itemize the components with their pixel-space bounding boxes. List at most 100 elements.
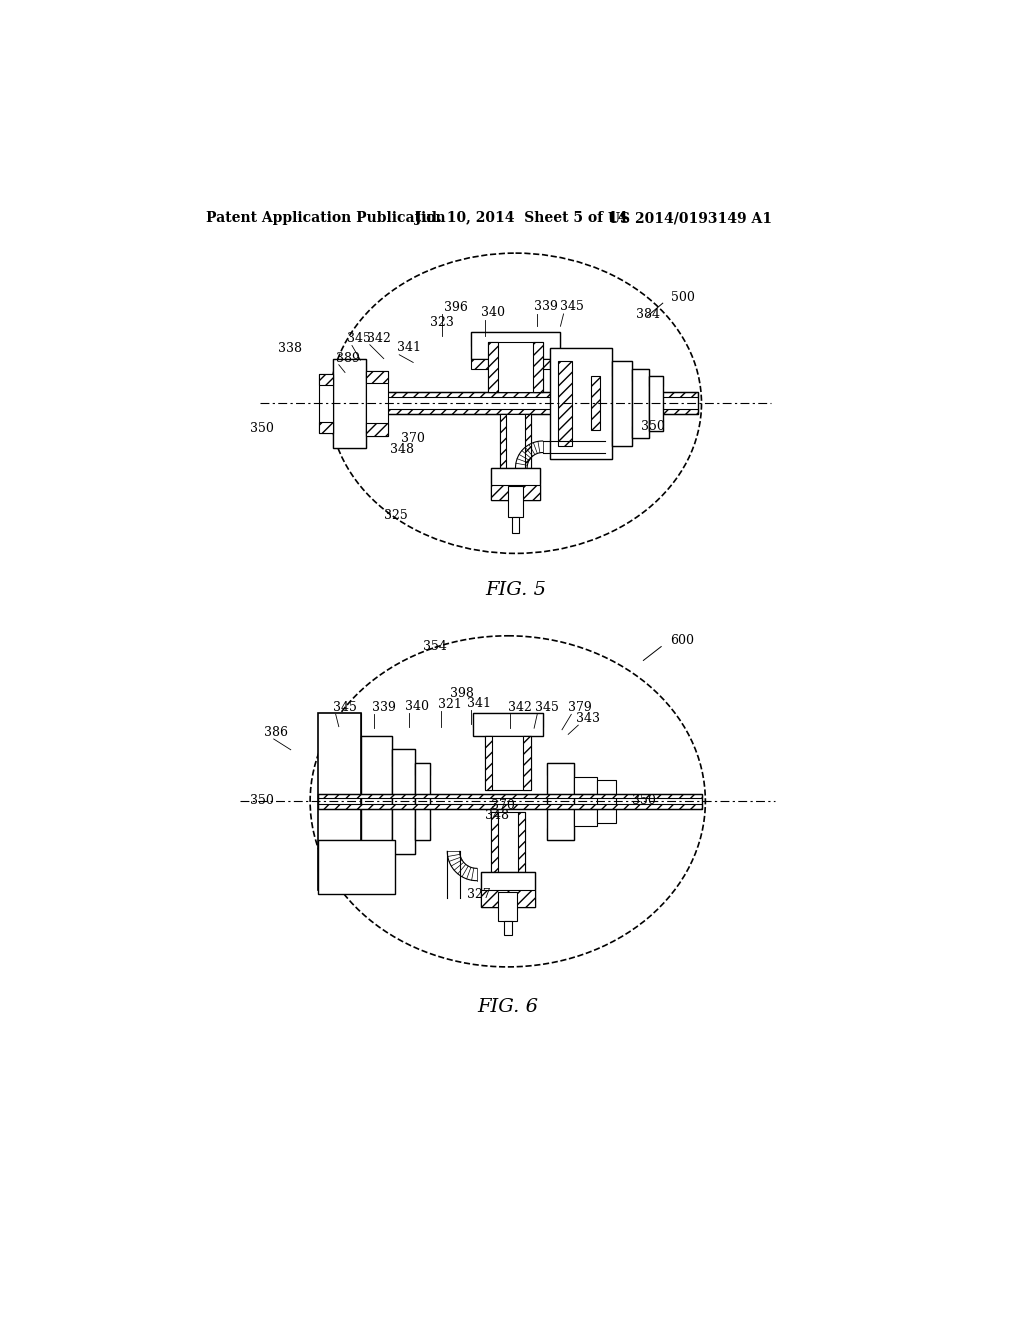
Bar xyxy=(480,873,535,890)
Text: 350: 350 xyxy=(632,793,655,807)
Bar xyxy=(317,840,360,871)
Bar xyxy=(334,392,697,414)
Text: 370: 370 xyxy=(400,432,425,445)
Bar xyxy=(317,855,360,890)
Bar xyxy=(317,804,701,809)
Bar xyxy=(360,737,391,867)
Text: 350: 350 xyxy=(251,793,274,807)
Bar xyxy=(632,368,649,438)
Text: 341: 341 xyxy=(397,341,421,354)
Text: 600: 600 xyxy=(671,634,694,647)
Text: 325: 325 xyxy=(384,508,408,521)
Text: 339: 339 xyxy=(372,701,396,714)
Bar xyxy=(334,359,366,447)
Bar xyxy=(360,737,391,759)
Bar xyxy=(612,360,632,446)
Ellipse shape xyxy=(310,636,706,966)
Bar xyxy=(471,333,560,359)
Text: 343: 343 xyxy=(575,711,600,725)
Text: 379: 379 xyxy=(568,701,592,714)
Bar xyxy=(317,713,360,747)
Bar xyxy=(547,763,573,775)
Bar xyxy=(391,748,415,766)
Bar xyxy=(550,348,612,459)
Bar xyxy=(573,776,597,793)
Text: 341: 341 xyxy=(467,697,492,710)
Bar xyxy=(612,360,632,376)
Bar xyxy=(391,837,415,854)
Text: Patent Application Publication: Patent Application Publication xyxy=(206,211,445,226)
Text: 321: 321 xyxy=(438,698,462,711)
Bar xyxy=(366,424,388,436)
Bar xyxy=(473,713,543,726)
Bar xyxy=(317,713,360,890)
Bar xyxy=(366,371,388,383)
Bar xyxy=(490,812,498,873)
Text: 339: 339 xyxy=(535,300,558,313)
Text: 345: 345 xyxy=(535,701,559,714)
Bar xyxy=(334,392,697,397)
Text: 345: 345 xyxy=(560,300,585,313)
Text: 323: 323 xyxy=(430,317,454,329)
Bar xyxy=(524,414,531,469)
Bar xyxy=(484,737,493,789)
Text: 354: 354 xyxy=(423,640,446,652)
Bar xyxy=(334,359,366,376)
Text: FIG. 6: FIG. 6 xyxy=(477,998,539,1016)
Bar xyxy=(500,414,506,469)
Bar xyxy=(632,425,649,438)
Bar xyxy=(471,333,560,346)
Bar xyxy=(317,840,395,894)
Bar xyxy=(490,484,541,500)
Bar xyxy=(523,737,531,789)
Bar xyxy=(488,342,498,392)
Bar xyxy=(484,737,531,789)
Bar xyxy=(490,812,524,873)
Text: Jul. 10, 2014  Sheet 5 of 14: Jul. 10, 2014 Sheet 5 of 14 xyxy=(415,211,628,226)
Bar xyxy=(334,430,366,447)
Bar xyxy=(415,763,430,840)
Bar xyxy=(512,517,519,532)
Bar xyxy=(547,763,573,840)
Bar xyxy=(480,890,535,907)
Text: 345: 345 xyxy=(346,331,371,345)
Text: 338: 338 xyxy=(279,342,302,355)
Text: 345: 345 xyxy=(334,701,357,714)
Bar xyxy=(319,374,334,433)
Bar xyxy=(499,892,517,921)
Bar xyxy=(490,469,541,483)
Text: 396: 396 xyxy=(444,301,468,314)
Text: 500: 500 xyxy=(671,290,694,304)
Text: 340: 340 xyxy=(481,306,506,319)
Text: 342: 342 xyxy=(508,701,531,714)
Bar xyxy=(547,828,573,840)
Bar xyxy=(391,748,415,854)
Bar xyxy=(597,780,616,822)
Text: 386: 386 xyxy=(263,726,288,739)
Bar xyxy=(558,360,572,446)
Text: US 2014/0193149 A1: US 2014/0193149 A1 xyxy=(608,211,772,226)
Bar xyxy=(415,828,430,840)
Bar xyxy=(632,368,649,381)
Text: 342: 342 xyxy=(367,331,390,345)
Bar xyxy=(480,873,535,907)
Text: 384: 384 xyxy=(636,308,659,321)
Bar xyxy=(518,812,525,873)
Text: 348: 348 xyxy=(390,444,414,457)
Text: 398: 398 xyxy=(450,688,473,701)
Bar xyxy=(415,763,430,775)
Text: 327: 327 xyxy=(467,887,492,900)
Bar xyxy=(490,469,541,500)
Bar xyxy=(473,713,543,737)
Bar xyxy=(508,487,523,517)
Bar xyxy=(334,409,697,414)
Bar xyxy=(360,843,391,867)
Bar xyxy=(317,793,701,809)
Bar xyxy=(649,376,663,430)
Bar xyxy=(500,414,531,469)
Bar xyxy=(534,342,543,392)
Bar xyxy=(366,371,388,436)
Text: 350: 350 xyxy=(251,422,274,434)
Bar xyxy=(573,809,597,826)
Bar xyxy=(504,921,512,936)
